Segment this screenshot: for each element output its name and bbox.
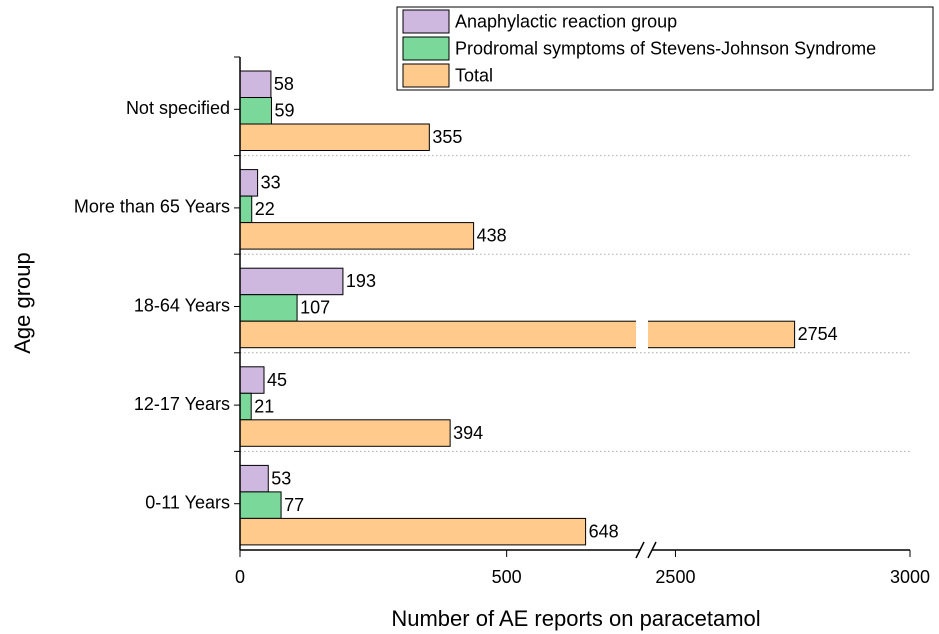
bar [239, 419, 451, 447]
bar [239, 392, 252, 421]
data-label: 53 [271, 468, 291, 488]
bar [239, 517, 587, 546]
bar [239, 97, 272, 125]
legend-label: Anaphylactic reaction group [455, 11, 677, 31]
x-tick-label: 2500 [655, 567, 695, 587]
bar [239, 195, 253, 224]
bar [239, 169, 259, 197]
legend-box [396, 6, 934, 91]
data-label: 2754 [798, 324, 838, 344]
legend-swatch [402, 63, 450, 88]
data-label: 394 [453, 423, 483, 443]
data-label: 22 [255, 199, 275, 219]
legend-swatch [402, 9, 450, 34]
legend-swatch [402, 36, 450, 61]
y-axis-title: Age group [10, 252, 35, 354]
data-label: 77 [284, 495, 304, 515]
x-tick-label: 500 [492, 567, 522, 587]
legend-label: Total [455, 65, 493, 85]
axis-break [635, 541, 645, 559]
bar [239, 320, 796, 349]
bar [239, 123, 430, 151]
x-tick-label: 3000 [890, 567, 930, 587]
data-label: 33 [261, 173, 281, 193]
data-label: 648 [589, 521, 619, 541]
data-label: 45 [267, 370, 287, 390]
bar [239, 267, 344, 296]
data-label: 21 [254, 396, 274, 416]
x-axis-title: Number of AE reports on paracetamol [391, 606, 760, 631]
y-tick-label: Not specified [126, 98, 230, 118]
legend-label: Prodromal symptoms of Stevens-Johnson Sy… [455, 38, 876, 58]
y-tick-label: More than 65 Years [74, 197, 230, 217]
break-gap [636, 320, 648, 349]
data-label: 107 [300, 298, 330, 318]
bar [239, 491, 282, 519]
bar [239, 366, 265, 394]
data-label: 59 [274, 101, 294, 121]
x-tick-label: 0 [235, 567, 245, 587]
bar [239, 222, 475, 250]
data-label: 58 [274, 74, 294, 94]
axis-break [647, 541, 657, 559]
bar [239, 464, 269, 493]
bar [239, 70, 272, 98]
data-label: 355 [432, 127, 462, 147]
y-tick-label: 12-17 Years [134, 394, 230, 414]
data-label: 193 [346, 271, 376, 291]
y-tick-label: 0-11 Years [145, 492, 230, 512]
y-tick-label: 18-64 Years [134, 295, 230, 315]
data-label: 438 [477, 226, 507, 246]
bar [239, 294, 298, 322]
